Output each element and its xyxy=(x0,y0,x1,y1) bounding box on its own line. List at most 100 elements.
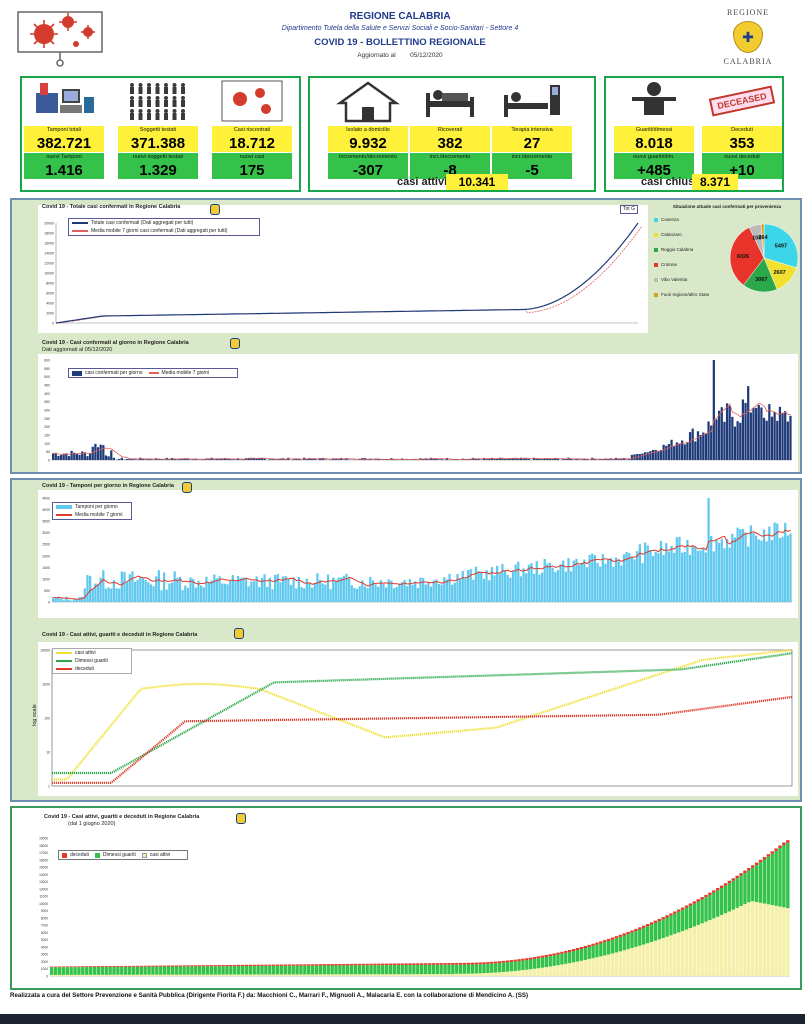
bar xyxy=(770,540,774,602)
bar-deceased xyxy=(634,928,638,932)
bar-active xyxy=(100,974,105,976)
bar xyxy=(461,570,464,602)
bar-deceased xyxy=(587,944,591,947)
bar-deceased xyxy=(100,966,105,967)
bar xyxy=(427,459,430,460)
bar xyxy=(681,440,684,460)
bar xyxy=(607,459,610,460)
y-tick-label: 12000 xyxy=(39,887,48,891)
attivi-label: casi attivi xyxy=(397,176,448,188)
bar-recovered xyxy=(618,936,623,952)
bar-deceased xyxy=(606,938,611,941)
daily-chart: 0 50 100 150 200 250 300 350 400 450 500 550 600 xyxy=(44,359,792,463)
bar-recovered xyxy=(330,965,334,975)
bar-recovered xyxy=(677,911,681,933)
bar xyxy=(128,458,131,460)
bar-active xyxy=(88,974,93,976)
bar xyxy=(86,575,89,602)
bar-active xyxy=(599,956,603,976)
bar xyxy=(91,446,94,460)
bar xyxy=(403,580,406,602)
bar xyxy=(488,458,491,460)
bar xyxy=(736,421,739,460)
bar-active xyxy=(229,974,233,976)
attivi-value: 10.341 xyxy=(446,174,508,190)
bar xyxy=(284,459,287,460)
bar-recovered xyxy=(423,964,428,975)
bar xyxy=(57,455,60,460)
bar-deceased xyxy=(303,964,307,966)
pie-data-label: 5497 xyxy=(775,243,787,249)
bar-active xyxy=(754,902,759,976)
pie-title: Situazione attuale casi confermati per p… xyxy=(672,204,782,209)
bar-recovered xyxy=(622,935,626,951)
bar xyxy=(234,581,237,602)
bar-active xyxy=(525,969,529,976)
bar-active xyxy=(684,929,689,976)
bar xyxy=(517,458,520,460)
bar-deceased xyxy=(692,901,697,904)
y-tick-label: 550 xyxy=(44,367,50,371)
bar-recovered xyxy=(88,967,93,975)
bar-deceased xyxy=(182,965,186,967)
bar-deceased xyxy=(653,920,658,923)
bar-deceased xyxy=(420,963,424,965)
bar-active xyxy=(338,974,342,976)
bar-active xyxy=(474,973,478,976)
bar-recovered xyxy=(162,966,167,975)
bar xyxy=(728,547,731,602)
bar xyxy=(192,459,195,460)
bar-recovered xyxy=(166,966,171,975)
y-tick-label: 10000 xyxy=(39,902,48,906)
y-tick-label: 8000 xyxy=(41,916,48,920)
bar xyxy=(604,563,607,602)
bar-active xyxy=(209,974,214,976)
bar-deceased xyxy=(735,875,739,879)
bar-recovered xyxy=(69,967,73,975)
legend-label: Media mobile 7 giorni xyxy=(75,512,123,518)
bar xyxy=(287,578,290,602)
bar-deceased xyxy=(349,963,354,966)
bar-deceased xyxy=(221,965,225,967)
bar xyxy=(377,586,380,602)
bar xyxy=(612,566,615,602)
bar xyxy=(392,588,396,602)
bar-deceased xyxy=(57,966,62,968)
bar-deceased xyxy=(505,960,510,963)
bar xyxy=(377,458,380,460)
bar xyxy=(567,558,570,602)
bar xyxy=(704,552,708,602)
bar xyxy=(770,416,774,460)
bar-recovered xyxy=(782,845,786,908)
bar xyxy=(651,555,655,602)
bar xyxy=(681,552,684,602)
bar-deceased xyxy=(782,842,786,846)
bar-recovered xyxy=(314,965,319,975)
bar-active xyxy=(330,974,334,976)
bar-active xyxy=(622,950,626,976)
bar xyxy=(530,563,533,602)
bar xyxy=(768,526,771,602)
bar-active xyxy=(334,974,338,976)
legend-item: deceduti xyxy=(59,851,92,859)
bar xyxy=(271,589,274,602)
bar xyxy=(535,561,538,602)
stacked-legend: deceduti Dimessi guariti casi attivi xyxy=(58,850,188,860)
legend-swatch xyxy=(148,372,159,374)
y-tick-label: 15000 xyxy=(39,866,48,870)
bar xyxy=(221,583,224,602)
bar-recovered xyxy=(53,967,58,975)
bar-deceased xyxy=(490,961,494,964)
bar xyxy=(213,459,216,460)
bar-active xyxy=(716,916,720,976)
bar xyxy=(688,554,692,602)
bar xyxy=(778,538,782,602)
bar-active xyxy=(451,974,455,976)
bar-recovered xyxy=(240,966,245,975)
bar xyxy=(221,458,224,460)
bar xyxy=(194,458,197,460)
bar-recovered xyxy=(583,948,587,960)
bar-recovered xyxy=(404,965,408,975)
y-tick-label: 1 xyxy=(48,785,50,789)
bar xyxy=(292,459,295,460)
